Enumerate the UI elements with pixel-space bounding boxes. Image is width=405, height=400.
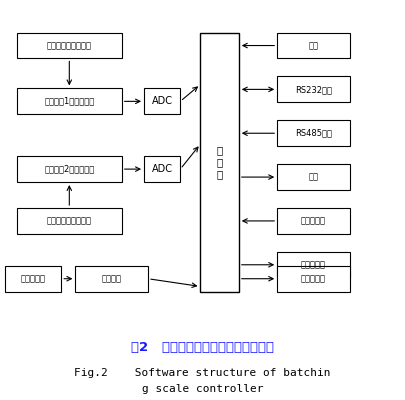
Bar	[277, 32, 350, 58]
Text: 显示: 显示	[309, 172, 318, 182]
Text: 开关量输出: 开关量输出	[301, 260, 326, 269]
Text: 图2   配料秤控制器的基本硬件结构图: 图2 配料秤控制器的基本硬件结构图	[131, 341, 274, 354]
Text: ADC: ADC	[151, 96, 173, 106]
Bar	[200, 32, 239, 292]
Text: 后列通道称重传感器: 后列通道称重传感器	[47, 216, 92, 226]
Text: 前列通道称重传感器: 前列通道称重传感器	[47, 41, 92, 50]
Text: RS232通信: RS232通信	[295, 85, 332, 94]
Text: 开关量输入: 开关量输入	[301, 216, 326, 226]
Text: 重量信号1路调理电路: 重量信号1路调理电路	[44, 97, 94, 106]
Text: 速度传感器: 速度传感器	[21, 274, 45, 283]
Bar	[277, 252, 350, 278]
Bar	[277, 208, 350, 234]
Text: ADC: ADC	[151, 164, 173, 174]
Bar	[277, 164, 350, 190]
Text: 速度通道: 速度通道	[102, 274, 122, 283]
Bar	[17, 88, 122, 114]
Text: 重量信号2路调理电路: 重量信号2路调理电路	[44, 165, 94, 174]
Bar	[277, 76, 350, 102]
Bar	[5, 266, 61, 292]
Bar	[277, 266, 350, 292]
Bar	[17, 156, 122, 182]
Bar	[144, 88, 180, 114]
Text: 键盘: 键盘	[309, 41, 318, 50]
Text: RS485通信: RS485通信	[295, 129, 332, 138]
Text: 单
片
机: 单 片 机	[217, 146, 223, 179]
Text: Fig.2    Software structure of batchin: Fig.2 Software structure of batchin	[74, 368, 331, 378]
Text: 模拟量输出: 模拟量输出	[301, 274, 326, 283]
Bar	[277, 120, 350, 146]
Bar	[17, 32, 122, 58]
Bar	[17, 208, 122, 234]
Text: g scale controller: g scale controller	[142, 384, 263, 394]
Bar	[144, 156, 180, 182]
Bar	[75, 266, 148, 292]
